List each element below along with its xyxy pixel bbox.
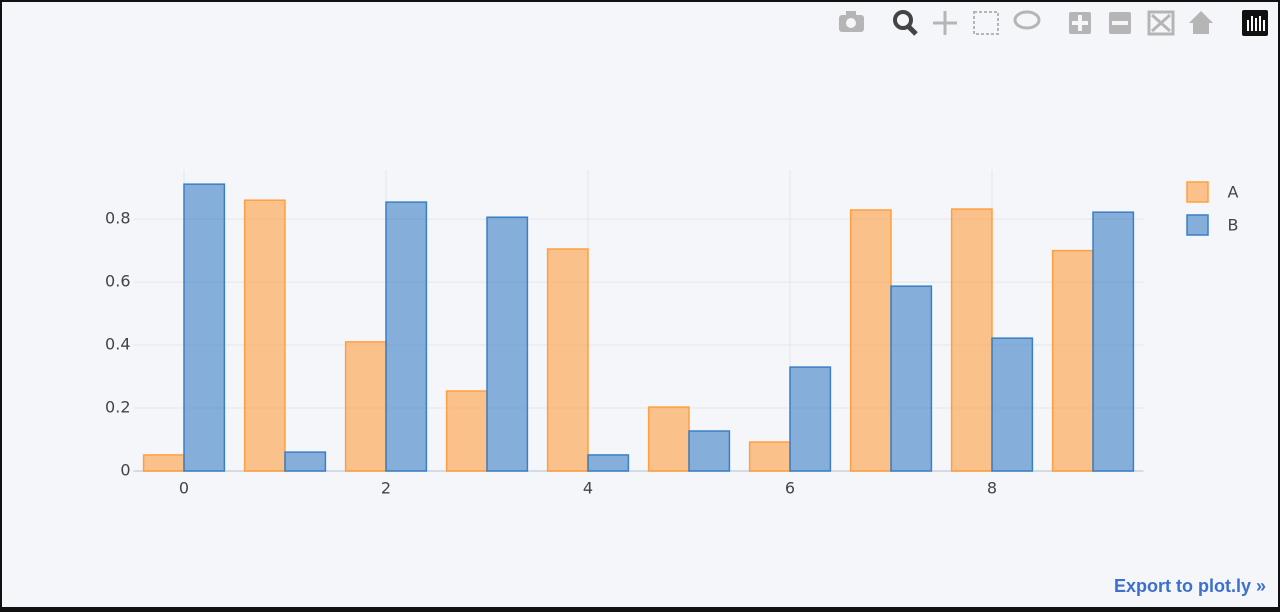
x-tick-label: 8 — [987, 479, 997, 498]
x-tick-label: 6 — [785, 479, 795, 498]
reset-icon[interactable] — [1189, 11, 1213, 34]
bar — [849, 209, 892, 472]
bar — [142, 454, 185, 472]
legend-swatch — [1186, 181, 1209, 203]
bar — [748, 441, 791, 472]
autoscale-icon[interactable] — [1147, 10, 1175, 36]
zoom-icon[interactable] — [893, 10, 918, 36]
bar — [385, 201, 428, 472]
bar — [183, 183, 226, 472]
y-tick-label: 0.6 — [105, 272, 130, 291]
bar — [890, 285, 933, 472]
x-tick-label: 4 — [583, 479, 593, 498]
bar — [445, 390, 488, 472]
bar — [243, 199, 286, 472]
y-tick-label: 0 — [120, 461, 130, 480]
modebar — [839, 10, 1268, 36]
legend-label: A — [1228, 183, 1239, 202]
box-select-icon[interactable] — [973, 11, 999, 35]
zoom-out-icon[interactable] — [1109, 12, 1131, 34]
x-tick-label: 2 — [381, 479, 391, 498]
export-link[interactable]: Export to plot.ly » — [1113, 576, 1266, 596]
y-tick-label: 0.2 — [105, 398, 130, 417]
lasso-icon[interactable] — [1013, 10, 1041, 30]
y-tick-label: 0.4 — [105, 335, 130, 354]
bar — [1092, 211, 1135, 472]
x-tick-label: 0 — [179, 479, 189, 498]
bar — [546, 248, 589, 472]
y-tick-label: 0.8 — [105, 209, 130, 228]
camera-icon[interactable] — [839, 11, 864, 32]
bar — [688, 430, 731, 472]
bar — [284, 451, 327, 472]
legend-label: B — [1228, 216, 1239, 235]
bar — [1051, 249, 1094, 472]
bar — [344, 341, 387, 472]
bar — [486, 216, 529, 472]
zoom-in-icon[interactable] — [1069, 12, 1091, 34]
bar — [950, 208, 993, 472]
legend-swatch — [1186, 214, 1209, 236]
pan-icon[interactable] — [933, 11, 957, 35]
bar — [991, 337, 1034, 472]
bar — [587, 454, 630, 472]
bar — [789, 366, 832, 472]
bar — [647, 406, 690, 472]
plotly-logo[interactable] — [1242, 10, 1268, 36]
